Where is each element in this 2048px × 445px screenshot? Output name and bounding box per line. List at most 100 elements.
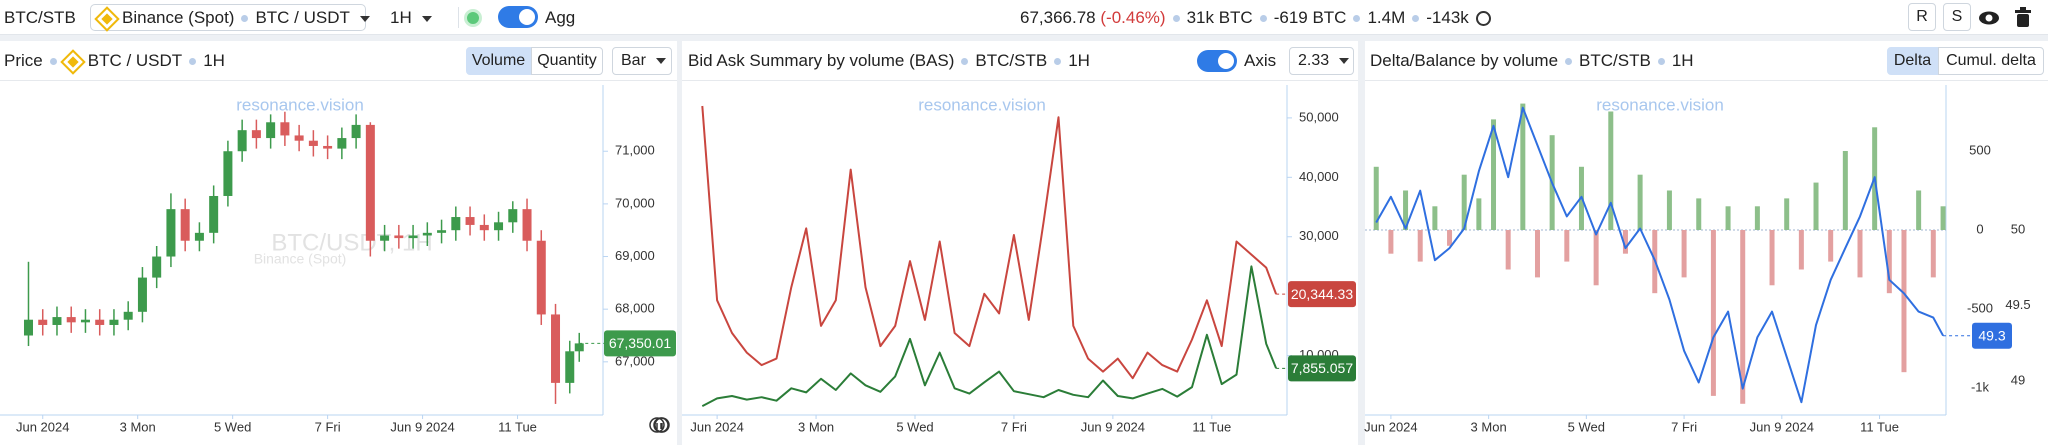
candle-body [109,319,119,325]
candle-body [223,151,233,196]
last-value-box [1288,355,1356,382]
candle-body [123,311,133,320]
y-tick-label: 71,000 [615,143,655,158]
x-tick-label: 11 Tue [498,419,537,434]
y-tick-label: 40,000 [1299,169,1339,184]
last-value-label: 49.3 [1978,327,2005,343]
eye-icon[interactable] [1978,8,2000,28]
candle-body [323,145,333,149]
info-icon [654,417,670,433]
last-price: 67,366.78 [1020,8,1096,27]
interval: 1H [390,8,412,27]
delta-bar [1373,166,1379,230]
bas-panel: Bid Ask Summary by volume (BAS) BTC/STB 1H… [682,41,1358,445]
style: Bar [621,52,646,69]
candle-body [451,217,461,231]
candle-body [574,343,584,352]
axis-toggle[interactable] [1197,50,1237,72]
watermark-exchange: Binance (Spot) [254,251,347,267]
delta-bar [1769,229,1775,286]
delta-bar [1564,229,1570,262]
candle-body [266,122,276,139]
interval: 1H [1671,51,1694,70]
panel-title: Bid Ask Summary by volume (BAS) [688,51,955,70]
agg-toggle[interactable] [498,6,538,28]
candle-body [152,256,162,278]
interval-select[interactable]: 1H [390,0,432,35]
delta-bar [1710,229,1716,396]
x-tick-label: 3 Mon [1471,419,1507,434]
x-tick-label: 11 Tue [1192,419,1231,434]
watermark-symbol: BTC/USDT, 1H [271,229,432,256]
candle-body [380,235,390,241]
delta-bar [1681,229,1687,278]
delta-bar [1916,190,1922,230]
delta-bar [1857,229,1863,278]
delta-bar [1417,229,1423,262]
delta-bar [1940,206,1946,230]
x-tick-label: 3 Mon [798,419,834,434]
stat: 31k BTC [1186,8,1253,27]
delta-bar [1798,229,1804,270]
symbol[interactable]: BTC/STB [4,8,76,27]
pair: BTC / USDT [87,51,183,70]
candle-body [536,240,546,315]
info-icon [649,417,665,433]
watermark: resonance.vision [236,95,364,114]
x-tick-label: 5 Wed [1568,419,1605,434]
info-icon[interactable] [1475,11,1491,27]
y-tick-label: 50 [2011,221,2025,236]
last-value-label: 67,350.01 [609,335,671,351]
candle-body [508,209,518,223]
y-tick-label: 67,000 [615,353,655,368]
y-tick-label: -500 [1967,300,1993,315]
y-tick-label: 30,000 [1299,228,1339,243]
button-r[interactable]: R [1908,3,1936,31]
candle-body [551,314,561,383]
x-tick-label: 5 Wed [214,419,251,434]
candle-body [294,135,304,141]
volume-button[interactable]: Volume [466,47,531,75]
setting-select[interactable]: 2.33 [1289,47,1354,75]
delta-button[interactable]: Delta [1887,47,1938,75]
delta-bar [1754,206,1760,230]
x-tick-label: Jun 9 2024 [390,419,454,434]
series-line [701,105,1278,380]
quantity-button[interactable]: Quantity [531,47,603,75]
watermark: resonance.vision [918,95,1046,114]
candle-body [180,209,190,241]
candle-body [66,317,76,323]
stat: -619 BTC [1273,8,1347,27]
last-value-box [604,330,676,357]
x-tick-label: 7 Fri [315,419,341,434]
style-select[interactable]: Bar [612,47,672,75]
candle-body [209,195,219,233]
delta-bar [1476,198,1482,230]
candle-body [95,319,105,325]
panel-header: Bid Ask Summary by volume (BAS) BTC/STB 1H… [682,41,1358,81]
series-line [1375,106,1944,404]
axis-label: Axis [1244,51,1277,70]
exchange: Binance (Spot) [122,8,235,27]
cumul-delta-button[interactable]: Cumul. delta [1938,47,2044,75]
x-tick-label: 3 Mon [120,419,156,434]
candle-body [422,232,432,236]
button-s[interactable]: S [1943,3,1971,31]
delta-bar [1784,198,1790,230]
candle-body [522,209,532,241]
trash-icon[interactable] [2014,7,2032,28]
y-tick-label: 49.5 [2005,297,2030,312]
y-tick-label: 49 [2011,372,2025,387]
interval: 1H [203,51,225,70]
delta-bar [1725,206,1731,230]
delta-bar [1740,229,1746,404]
delta-bar [1432,206,1438,230]
pair: BTC / USDT [255,8,350,27]
delta-bar [1534,229,1540,278]
price-change: (-0.46%) [1100,8,1166,27]
candle-body [337,138,347,149]
candle-body [465,217,475,225]
last-value-box [1972,322,2012,349]
panel-title: Price [4,51,43,70]
